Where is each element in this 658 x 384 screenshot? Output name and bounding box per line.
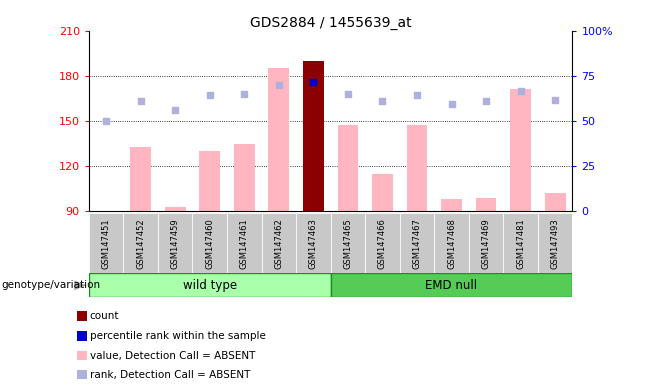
Bar <box>77 331 87 341</box>
Text: GSM147463: GSM147463 <box>309 218 318 269</box>
Bar <box>399 213 434 273</box>
Text: genotype/variation: genotype/variation <box>1 280 101 290</box>
Bar <box>262 213 296 273</box>
Point <box>550 97 561 103</box>
Bar <box>407 126 427 211</box>
Bar <box>330 273 572 297</box>
Text: count: count <box>89 311 119 321</box>
Bar <box>89 273 330 297</box>
Point <box>136 98 146 104</box>
Text: EMD null: EMD null <box>426 279 478 292</box>
Text: GSM147468: GSM147468 <box>447 218 456 269</box>
Text: GSM147467: GSM147467 <box>413 218 422 269</box>
Point <box>170 108 180 114</box>
Bar <box>538 213 572 273</box>
Bar <box>77 351 87 360</box>
Point <box>377 98 388 104</box>
Point <box>239 91 249 97</box>
Bar <box>296 213 330 273</box>
Bar <box>434 213 468 273</box>
Text: GSM147466: GSM147466 <box>378 218 387 269</box>
Bar <box>338 126 358 211</box>
Bar <box>77 311 87 321</box>
Bar <box>441 199 462 211</box>
Bar <box>77 370 87 379</box>
Bar <box>503 213 538 273</box>
Point <box>446 101 457 108</box>
Text: GSM147481: GSM147481 <box>516 218 525 269</box>
Text: GSM147465: GSM147465 <box>343 218 353 269</box>
Point <box>101 118 111 124</box>
Bar <box>372 174 393 211</box>
Bar <box>89 213 124 273</box>
Text: GSM147460: GSM147460 <box>205 218 215 269</box>
Point <box>274 82 284 88</box>
Bar <box>124 213 158 273</box>
Bar <box>303 61 324 211</box>
Text: percentile rank within the sample: percentile rank within the sample <box>89 331 266 341</box>
Bar <box>468 213 503 273</box>
Point <box>308 79 318 85</box>
Text: GSM147452: GSM147452 <box>136 218 145 268</box>
Bar <box>192 213 227 273</box>
Text: GSM147469: GSM147469 <box>482 218 491 269</box>
Bar <box>268 68 289 211</box>
Text: wild type: wild type <box>183 279 237 292</box>
Bar <box>164 207 186 211</box>
Bar <box>130 147 151 211</box>
Text: rank, Detection Call = ABSENT: rank, Detection Call = ABSENT <box>89 370 250 380</box>
Text: GSM147461: GSM147461 <box>240 218 249 269</box>
Point <box>515 88 526 94</box>
Bar <box>545 193 565 211</box>
Bar <box>510 89 531 211</box>
Title: GDS2884 / 1455639_at: GDS2884 / 1455639_at <box>250 16 411 30</box>
Point <box>412 92 422 98</box>
Bar <box>476 198 496 211</box>
Text: value, Detection Call = ABSENT: value, Detection Call = ABSENT <box>89 351 255 361</box>
Bar <box>365 213 400 273</box>
Bar <box>330 213 365 273</box>
Bar <box>227 213 262 273</box>
Point <box>343 91 353 97</box>
Bar <box>158 213 192 273</box>
Text: GSM147493: GSM147493 <box>551 218 560 269</box>
Point <box>481 98 492 104</box>
Text: GSM147451: GSM147451 <box>101 218 111 268</box>
Polygon shape <box>74 280 86 290</box>
Point <box>205 92 215 98</box>
Text: GSM147462: GSM147462 <box>274 218 284 269</box>
Bar <box>199 151 220 211</box>
Text: GSM147459: GSM147459 <box>170 218 180 268</box>
Bar <box>234 144 255 211</box>
